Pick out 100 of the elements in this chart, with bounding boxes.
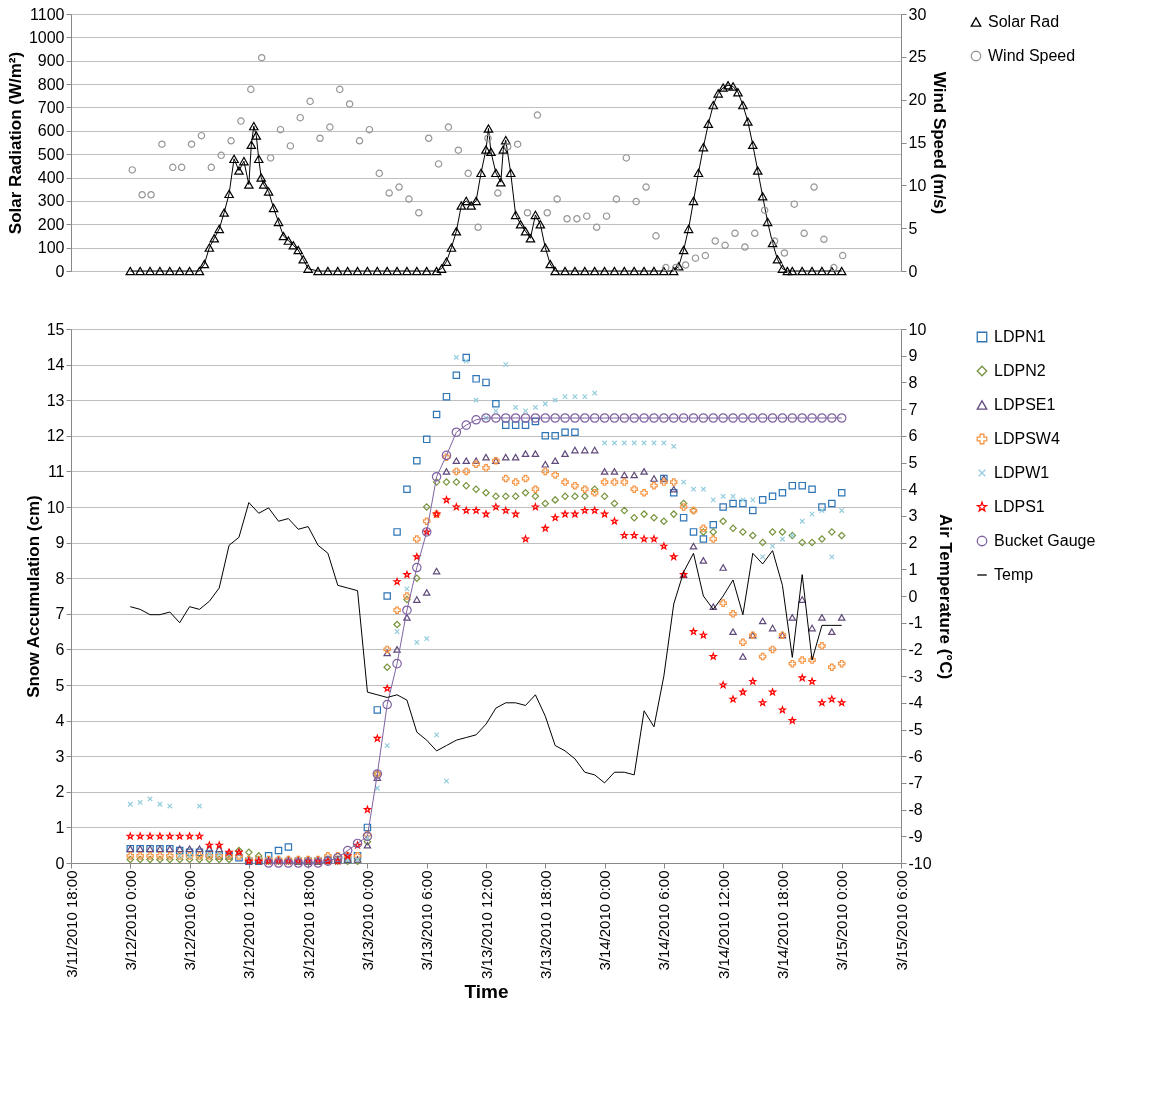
legend-label: LDPN1 xyxy=(994,328,1046,345)
point xyxy=(678,413,689,423)
y2-tick-label: 4 xyxy=(908,480,918,498)
point xyxy=(797,413,807,423)
y-tick-label: 6 xyxy=(55,640,65,658)
y2-tick-label: -10 xyxy=(908,854,932,872)
point xyxy=(402,605,412,616)
y2-tick-label: 5 xyxy=(908,219,918,237)
point xyxy=(688,413,699,423)
point xyxy=(718,413,728,423)
y2-tick-label: -8 xyxy=(908,801,923,819)
point xyxy=(540,413,551,423)
point xyxy=(451,427,462,438)
y-tick-label: 11 xyxy=(47,462,65,480)
legend-label: LDPN2 xyxy=(994,362,1046,379)
point xyxy=(382,699,392,710)
y-tick-label: 200 xyxy=(37,215,65,233)
point xyxy=(757,413,768,423)
y-tick-label: 600 xyxy=(37,122,65,140)
x-tick-label: 3/14/2010 18:00 xyxy=(773,870,791,979)
y-tick-label: 15 xyxy=(46,320,65,338)
point xyxy=(777,413,788,423)
point xyxy=(787,413,798,423)
y2-tick-label: -6 xyxy=(908,747,923,765)
legend-label: Bucket Gauge xyxy=(994,532,1096,549)
y-tick-label: 500 xyxy=(37,145,65,163)
point xyxy=(589,413,600,423)
legend-label: LDPSE1 xyxy=(994,396,1056,413)
y-tick-label: 0 xyxy=(55,262,65,280)
legend-label: LDPW1 xyxy=(994,464,1050,481)
y-tick-label: 100 xyxy=(37,239,65,257)
y-tick-label: 700 xyxy=(37,98,65,116)
point xyxy=(412,562,422,573)
x-tick-label: 3/14/2010 12:00 xyxy=(714,870,732,979)
y2-tick-label: 6 xyxy=(908,427,918,445)
y-tick-label: 800 xyxy=(37,75,65,93)
point xyxy=(639,413,649,423)
point xyxy=(550,413,560,423)
point xyxy=(629,413,639,423)
y-tick-label: 2 xyxy=(55,783,65,801)
line-series xyxy=(129,502,843,784)
x-tick-label: 3/12/2010 0:00 xyxy=(121,870,139,971)
point xyxy=(570,413,580,423)
point xyxy=(392,658,402,669)
y-tick-label: 12 xyxy=(46,427,65,445)
point xyxy=(510,413,521,423)
y-tick-label: 10 xyxy=(46,498,65,516)
point xyxy=(668,413,679,423)
point xyxy=(580,413,590,423)
y2-tick-label: -7 xyxy=(908,774,923,792)
point xyxy=(342,845,353,856)
y2-tick-label: 20 xyxy=(908,91,927,109)
y2-tick-label: -4 xyxy=(908,694,923,712)
point xyxy=(520,413,531,423)
point xyxy=(461,420,472,430)
y2-tick-label: 7 xyxy=(908,400,918,418)
y2-tick-label: 3 xyxy=(908,507,918,525)
y-axis-title: Solar Radiation (W/m²) xyxy=(5,51,25,235)
y-tick-label: 900 xyxy=(37,52,65,70)
point xyxy=(738,413,748,423)
y-tick-label: 14 xyxy=(46,356,65,374)
x-tick-label: 3/14/2010 0:00 xyxy=(596,870,614,971)
x-tick-label: 3/12/2010 18:00 xyxy=(299,870,317,979)
legend-label: LDPSW4 xyxy=(994,430,1060,447)
x-tick-label: 3/12/2010 12:00 xyxy=(240,870,258,979)
x-tick-label: 3/14/2010 6:00 xyxy=(655,870,673,971)
y-tick-label: 3 xyxy=(55,747,65,765)
y2-tick-label: 0 xyxy=(908,262,918,280)
point xyxy=(708,413,719,423)
legend-label: Solar Rad xyxy=(988,13,1060,30)
y-tick-label: 13 xyxy=(46,391,65,409)
point xyxy=(560,413,570,423)
x-axis-title: Time xyxy=(464,980,509,1002)
y-tick-label: 400 xyxy=(37,169,65,187)
point xyxy=(836,413,847,423)
y-tick-label: 1100 xyxy=(30,5,65,23)
y2-tick-label: 30 xyxy=(908,5,927,23)
y2-tick-label: 25 xyxy=(908,48,927,66)
x-tick-label: 3/13/2010 6:00 xyxy=(418,870,436,971)
point xyxy=(748,413,758,423)
y2-tick-label: 8 xyxy=(908,373,918,391)
point xyxy=(491,413,501,423)
point xyxy=(807,413,817,423)
point xyxy=(431,471,442,482)
y2-tick-label: 2 xyxy=(908,534,918,552)
x-tick-label: 3/13/2010 18:00 xyxy=(536,870,554,979)
legend-label: Wind Speed xyxy=(988,47,1076,64)
point xyxy=(500,413,511,423)
y2-tick-label: 10 xyxy=(908,320,927,338)
point xyxy=(619,413,630,423)
x-tick-label: 3/13/2010 0:00 xyxy=(358,870,376,971)
y-axis-title: Snow Accumulation (cm) xyxy=(23,495,43,698)
point xyxy=(530,413,541,423)
y-tick-label: 300 xyxy=(37,192,65,210)
y-tick-label: 5 xyxy=(55,676,65,694)
y2-axis-title: Wind Speed (m/s) xyxy=(930,71,950,215)
y2-tick-label: 9 xyxy=(908,347,918,365)
y2-tick-label: 0 xyxy=(908,587,918,605)
x-tick-label: 3/11/2010 18:00 xyxy=(62,870,80,978)
point xyxy=(471,415,481,425)
